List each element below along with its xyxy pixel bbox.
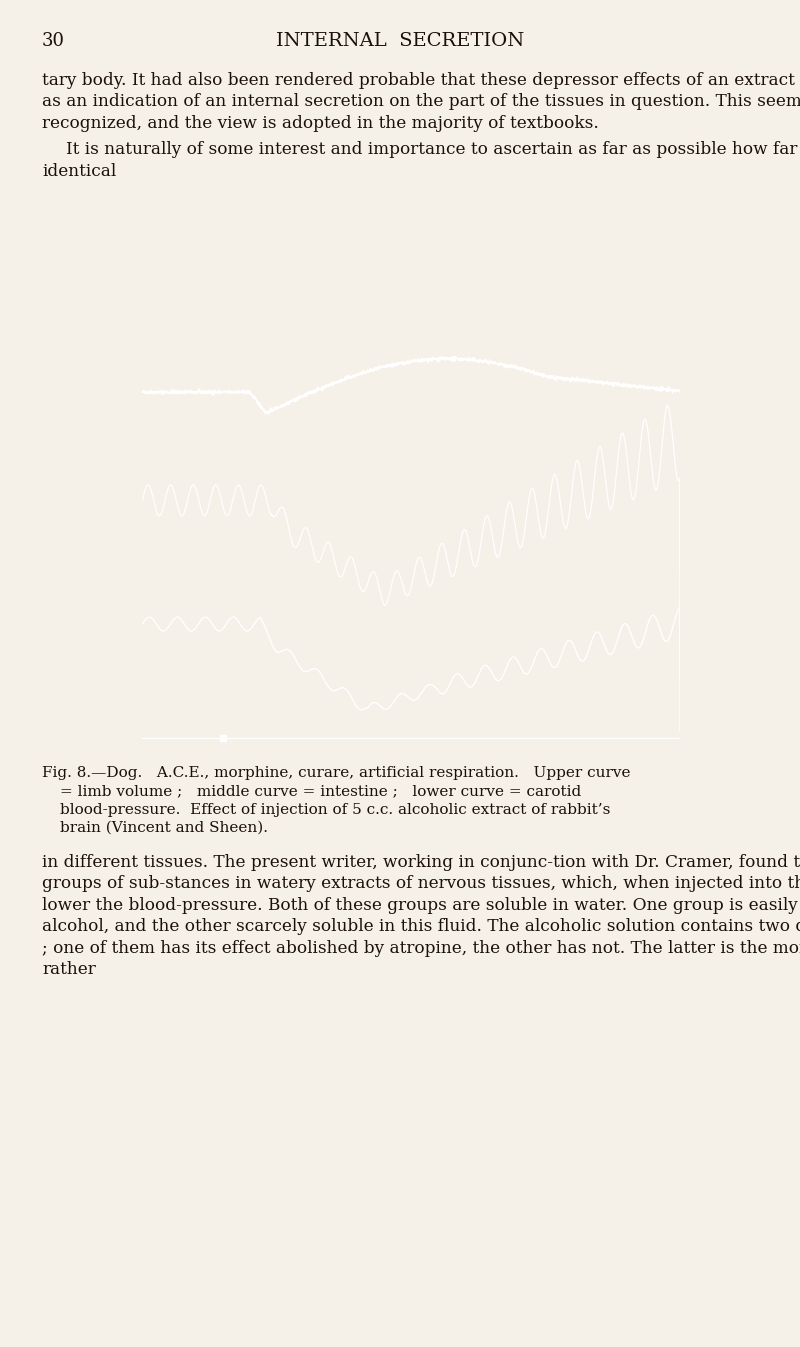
Text: blood-pressure.  Effect of injection of 5 c.c. alcoholic extract of rabbit’s: blood-pressure. Effect of injection of 5… — [60, 803, 610, 816]
Text: alcohol, and the other scarcely soluble in this fluid. The alcoholic solution co: alcohol, and the other scarcely soluble … — [42, 919, 800, 935]
Text: lower the blood-pressure. Both of these groups are soluble in water. One group i: lower the blood-pressure. Both of these … — [42, 897, 800, 913]
Text: INTERNAL  SECRETION: INTERNAL SECRETION — [276, 32, 524, 50]
Text: recognized, and the view is adopted in the majority of textbooks.: recognized, and the view is adopted in t… — [42, 114, 599, 132]
Text: groups of sub­stances in watery extracts of nervous tissues, which, when injecte: groups of sub­stances in watery extracts… — [42, 876, 800, 892]
Text: It is naturally of some interest and importance to ascertain as far as possible : It is naturally of some interest and imp… — [66, 141, 800, 159]
Text: 30: 30 — [42, 32, 65, 50]
Text: brain (Vincent and Sheen).: brain (Vincent and Sheen). — [60, 822, 268, 835]
Text: as an indication of an internal secretion on the part of the tissues in question: as an indication of an internal secretio… — [42, 93, 800, 110]
Text: tary body. It had also been rendered probable that these depressor effects of an: tary body. It had also been rendered pro… — [42, 71, 800, 89]
Text: in different tissues. The present writer, working in conjunc­tion with Dr. Crame: in different tissues. The present writer… — [42, 854, 800, 870]
Text: identical: identical — [42, 163, 116, 180]
Text: ; one of them has its effect abolished by atropine, the other has not. The latte: ; one of them has its effect abolished b… — [42, 940, 800, 956]
Text: rather: rather — [42, 962, 96, 978]
Text: Fig. 8.—Dog.   A.C.E., morphine, curare, artificial respiration.   Upper curve: Fig. 8.—Dog. A.C.E., morphine, curare, a… — [42, 765, 630, 780]
Text: = limb volume ;   middle curve = intestine ;   lower curve = carotid: = limb volume ; middle curve = intestine… — [60, 784, 582, 799]
